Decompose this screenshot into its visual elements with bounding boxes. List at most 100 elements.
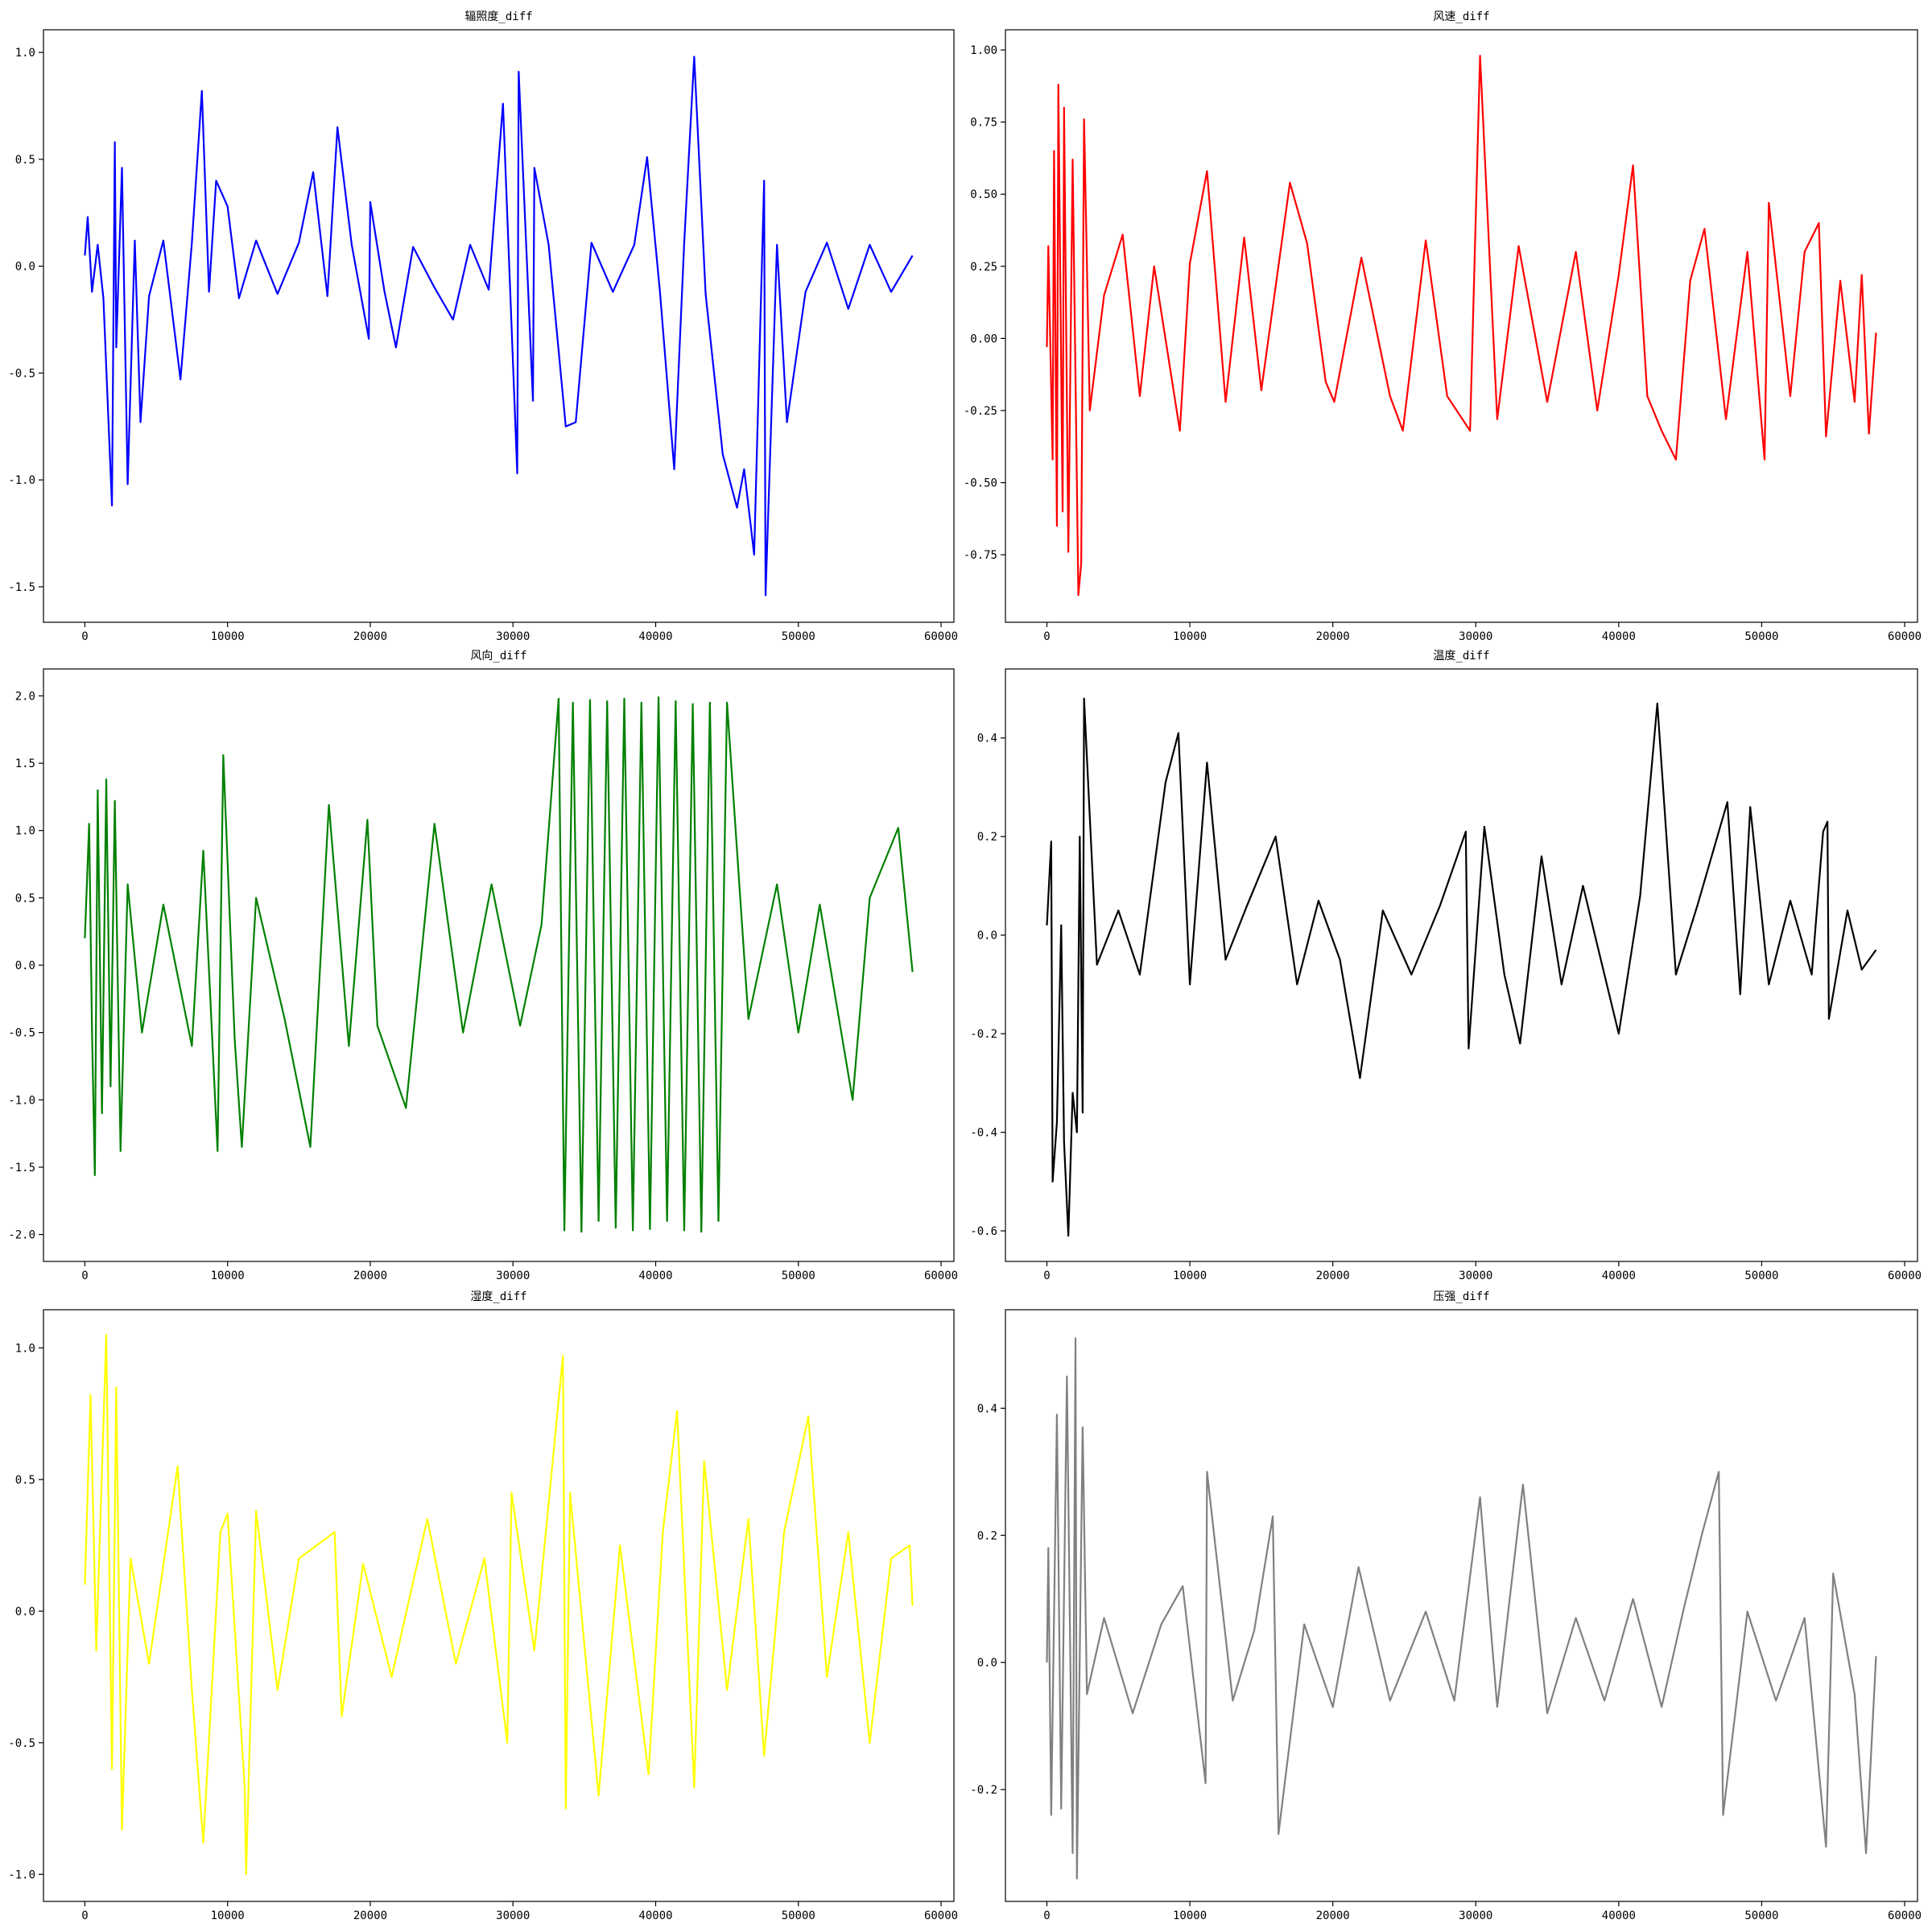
y-tick-label: 0.4 (977, 733, 997, 745)
y-tick-label: -1.0 (8, 474, 35, 487)
x-tick-label: 10000 (211, 630, 245, 643)
x-tick-label: 20000 (353, 1909, 387, 1922)
x-tick-label: 0 (81, 1909, 88, 1922)
y-tick-label: -1.5 (8, 581, 35, 594)
x-tick-label: 60000 (924, 1909, 958, 1922)
x-tick-label: 0 (1043, 630, 1050, 643)
y-tick-label: -0.5 (8, 367, 35, 380)
y-tick-label: -1.5 (8, 1162, 35, 1174)
y-tick-label: 0.0 (977, 1657, 997, 1670)
chart-title: 风速_diff (1433, 10, 1489, 23)
axes-frame (1005, 29, 1918, 623)
x-tick-label: 50000 (1744, 1909, 1778, 1922)
data-line (1046, 697, 1877, 1237)
x-tick-label: 50000 (1744, 630, 1778, 643)
chart-title: 辐照度_diff (464, 10, 532, 23)
chart-title: 压强_diff (1433, 1290, 1489, 1303)
y-tick-label: 0.5 (15, 1474, 35, 1487)
y-tick-label: 0.00 (970, 332, 997, 345)
x-tick-label: 50000 (782, 1269, 815, 1282)
data-line (84, 1333, 914, 1876)
x-tick-label: 20000 (353, 630, 387, 643)
x-tick-label: 10000 (211, 1909, 245, 1922)
x-tick-label: 50000 (782, 630, 815, 643)
x-tick-label: 30000 (1459, 630, 1492, 643)
y-tick-label: 0.0 (977, 930, 997, 943)
x-tick-label: 20000 (1316, 630, 1350, 643)
y-tick-label: 0.0 (15, 960, 35, 972)
data-line (1046, 1337, 1877, 1880)
y-tick-label: 0.5 (15, 154, 35, 167)
x-tick-label: 40000 (638, 1269, 672, 1282)
y-tick-label: -0.75 (964, 549, 997, 562)
x-tick-label: 20000 (1316, 1269, 1350, 1282)
x-tick-label: 0 (1043, 1269, 1050, 1282)
x-tick-label: 60000 (1888, 1269, 1922, 1282)
y-tick-label: -0.6 (970, 1225, 997, 1238)
x-tick-label: 40000 (1602, 1909, 1636, 1922)
y-tick-label: -0.50 (964, 477, 997, 490)
axes-frame (43, 668, 955, 1262)
x-tick-label: 30000 (1459, 1269, 1492, 1282)
y-tick-label: 0.2 (977, 831, 997, 844)
x-tick-label: 50000 (1744, 1269, 1778, 1282)
axes-frame (43, 29, 955, 623)
x-tick-label: 30000 (496, 630, 530, 643)
y-tick-label: 1.5 (15, 758, 35, 770)
chart-title: 风向_diff (470, 650, 526, 663)
x-tick-label: 10000 (1173, 630, 1207, 643)
x-tick-label: 10000 (1173, 1909, 1207, 1922)
y-tick-label: -0.4 (970, 1127, 997, 1140)
x-tick-label: 30000 (496, 1909, 530, 1922)
y-tick-label: 1.0 (15, 825, 35, 838)
y-tick-label: -0.25 (964, 405, 997, 418)
data-line (84, 56, 914, 597)
y-tick-label: 0.2 (977, 1530, 997, 1542)
x-tick-label: 40000 (638, 630, 672, 643)
x-tick-label: 60000 (1888, 1909, 1922, 1922)
y-tick-label: 0.5 (15, 892, 35, 905)
y-tick-label: 0.50 (970, 188, 997, 201)
x-tick-label: 30000 (1459, 1909, 1492, 1922)
y-tick-label: 0.0 (15, 1605, 35, 1618)
x-tick-label: 60000 (924, 1269, 958, 1282)
y-tick-label: -1.0 (8, 1868, 35, 1881)
x-tick-label: 0 (81, 630, 88, 643)
x-tick-label: 60000 (1888, 630, 1922, 643)
y-tick-label: 2.0 (15, 690, 35, 703)
y-tick-label: -0.5 (8, 1737, 35, 1750)
y-tick-label: -1.0 (8, 1094, 35, 1107)
y-tick-label: 0.0 (15, 261, 35, 274)
chart-title: 湿度_diff (470, 1290, 526, 1303)
x-tick-label: 40000 (1602, 630, 1636, 643)
x-tick-label: 10000 (211, 1269, 245, 1282)
x-tick-label: 50000 (782, 1909, 815, 1922)
axes-frame (1005, 1309, 1918, 1902)
data-line (1046, 55, 1877, 597)
x-tick-label: 40000 (638, 1909, 672, 1922)
y-tick-label: 0.25 (970, 261, 997, 274)
y-tick-label: 1.0 (15, 1342, 35, 1355)
x-tick-label: 20000 (1316, 1909, 1350, 1922)
axes-frame (1005, 668, 1918, 1262)
y-tick-label: 0.75 (970, 117, 997, 130)
y-tick-label: 1.00 (970, 44, 997, 57)
y-tick-label: 0.4 (977, 1402, 997, 1415)
x-tick-label: 0 (81, 1269, 88, 1282)
x-tick-label: 60000 (924, 630, 958, 643)
axes-frame (43, 1309, 955, 1902)
y-tick-label: -0.2 (970, 1028, 997, 1041)
x-tick-label: 0 (1043, 1909, 1050, 1922)
x-tick-label: 40000 (1602, 1269, 1636, 1282)
x-tick-label: 20000 (353, 1269, 387, 1282)
y-tick-label: 1.0 (15, 47, 35, 60)
x-tick-label: 30000 (496, 1269, 530, 1282)
y-tick-label: -2.0 (8, 1229, 35, 1242)
data-line (84, 696, 914, 1233)
chart-title: 温度_diff (1433, 650, 1489, 663)
y-tick-label: -0.5 (8, 1027, 35, 1040)
y-tick-label: -0.2 (970, 1784, 997, 1797)
x-tick-label: 10000 (1173, 1269, 1207, 1282)
